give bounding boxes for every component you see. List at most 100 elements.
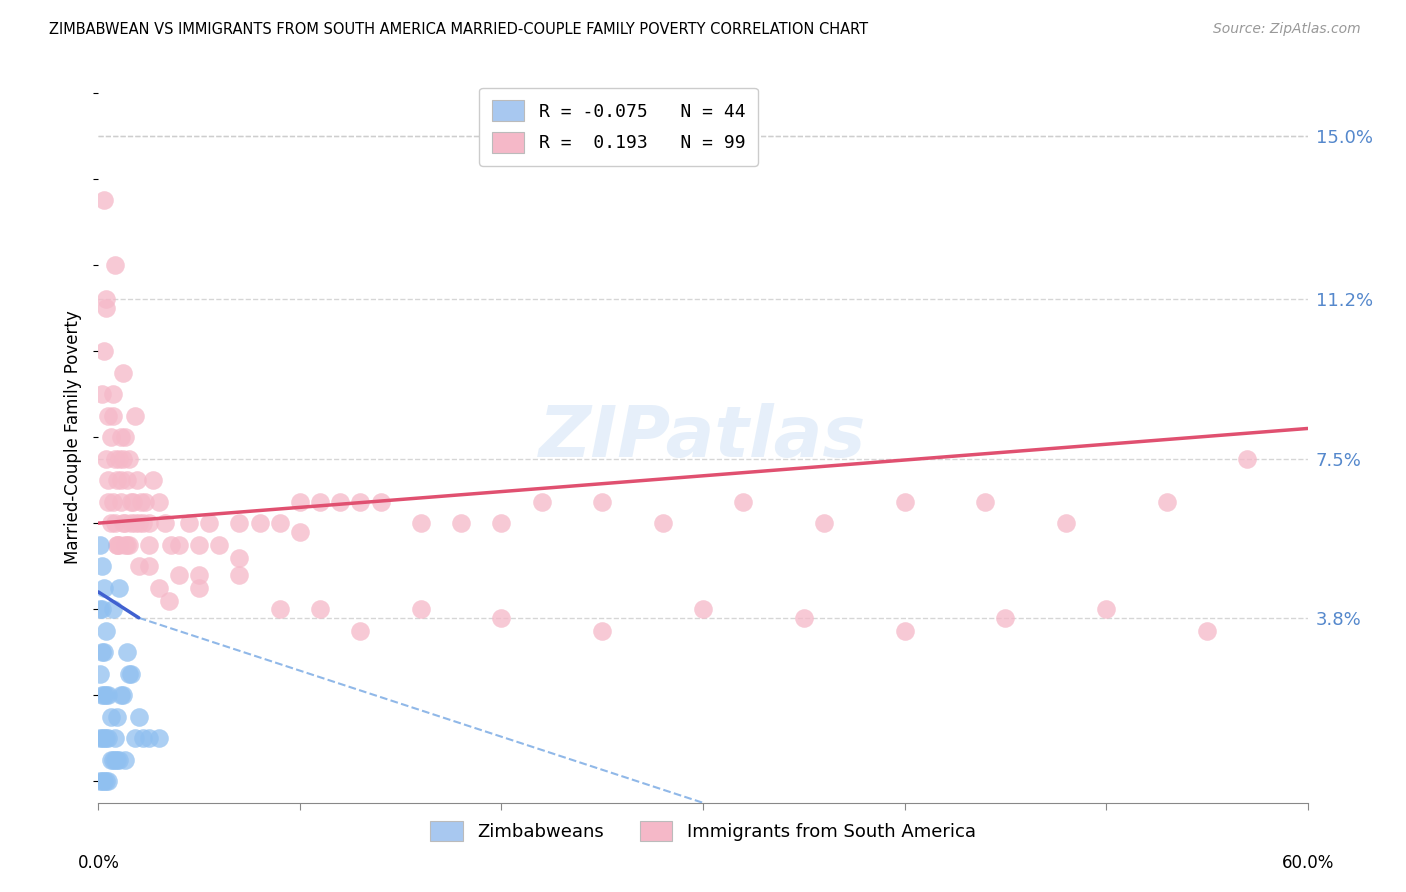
- Point: [134, 494, 156, 508]
- Text: ZIMBABWEAN VS IMMIGRANTS FROM SOUTH AMERICA MARRIED-COUPLE FAMILY POVERTY CORREL: ZIMBABWEAN VS IMMIGRANTS FROM SOUTH AMER…: [49, 22, 869, 37]
- Point: [309, 494, 332, 508]
- Point: [124, 731, 146, 746]
- Point: [893, 494, 915, 508]
- Point: [138, 516, 160, 530]
- Point: [111, 451, 134, 466]
- Point: [148, 494, 170, 508]
- Point: [101, 409, 124, 423]
- Point: [91, 559, 114, 574]
- Point: [111, 516, 134, 530]
- Point: [138, 538, 160, 552]
- Point: [142, 473, 165, 487]
- Point: [128, 559, 150, 574]
- Point: [97, 409, 120, 423]
- Point: [114, 430, 136, 444]
- Point: [91, 645, 114, 659]
- Point: [93, 581, 115, 595]
- Point: [198, 516, 221, 530]
- Point: [1156, 494, 1178, 508]
- Point: [491, 611, 513, 625]
- Point: [651, 516, 673, 530]
- Point: [97, 774, 120, 789]
- Point: [96, 293, 118, 307]
- Point: [100, 753, 122, 767]
- Point: [329, 494, 352, 508]
- Legend: Zimbabweans, Immigrants from South America: Zimbabweans, Immigrants from South Ameri…: [423, 814, 983, 848]
- Point: [89, 538, 111, 552]
- Point: [100, 430, 122, 444]
- Point: [115, 538, 138, 552]
- Point: [96, 688, 118, 702]
- Point: [288, 494, 311, 508]
- Point: [115, 645, 138, 659]
- Point: [89, 731, 111, 746]
- Point: [107, 581, 129, 595]
- Point: [110, 473, 132, 487]
- Point: [101, 494, 124, 508]
- Point: [167, 538, 190, 552]
- Point: [409, 516, 432, 530]
- Point: [893, 624, 915, 638]
- Text: Source: ZipAtlas.com: Source: ZipAtlas.com: [1213, 22, 1361, 37]
- Point: [114, 753, 136, 767]
- Point: [91, 602, 114, 616]
- Point: [89, 602, 111, 616]
- Point: [450, 516, 472, 530]
- Point: [228, 516, 250, 530]
- Point: [309, 602, 332, 616]
- Point: [128, 516, 150, 530]
- Point: [153, 516, 176, 530]
- Point: [128, 710, 150, 724]
- Point: [124, 409, 146, 423]
- Point: [974, 494, 997, 508]
- Point: [111, 688, 134, 702]
- Point: [118, 538, 141, 552]
- Point: [120, 666, 142, 681]
- Point: [813, 516, 835, 530]
- Text: 0.0%: 0.0%: [77, 855, 120, 872]
- Point: [97, 688, 120, 702]
- Point: [591, 494, 613, 508]
- Point: [121, 494, 143, 508]
- Point: [179, 516, 201, 530]
- Point: [124, 516, 146, 530]
- Point: [100, 516, 122, 530]
- Point: [107, 753, 129, 767]
- Point: [110, 430, 132, 444]
- Point: [591, 624, 613, 638]
- Point: [103, 731, 125, 746]
- Point: [97, 731, 120, 746]
- Point: [228, 550, 250, 565]
- Point: [249, 516, 271, 530]
- Point: [103, 451, 125, 466]
- Point: [208, 538, 231, 552]
- Point: [91, 731, 114, 746]
- Point: [114, 516, 136, 530]
- Point: [114, 538, 136, 552]
- Y-axis label: Married-Couple Family Poverty: Married-Couple Family Poverty: [65, 310, 83, 564]
- Point: [101, 602, 124, 616]
- Point: [188, 581, 211, 595]
- Point: [409, 602, 432, 616]
- Point: [107, 451, 129, 466]
- Point: [91, 774, 114, 789]
- Point: [157, 593, 180, 607]
- Point: [107, 538, 129, 552]
- Point: [105, 710, 128, 724]
- Text: ZIPatlas: ZIPatlas: [540, 402, 866, 472]
- Point: [93, 344, 115, 359]
- Point: [93, 774, 115, 789]
- Point: [118, 451, 141, 466]
- Point: [370, 494, 392, 508]
- Point: [188, 538, 211, 552]
- Point: [138, 731, 160, 746]
- Point: [97, 473, 120, 487]
- Point: [148, 581, 170, 595]
- Point: [491, 516, 513, 530]
- Point: [733, 494, 755, 508]
- Point: [89, 666, 111, 681]
- Point: [288, 524, 311, 539]
- Point: [994, 611, 1017, 625]
- Point: [269, 602, 291, 616]
- Point: [1095, 602, 1118, 616]
